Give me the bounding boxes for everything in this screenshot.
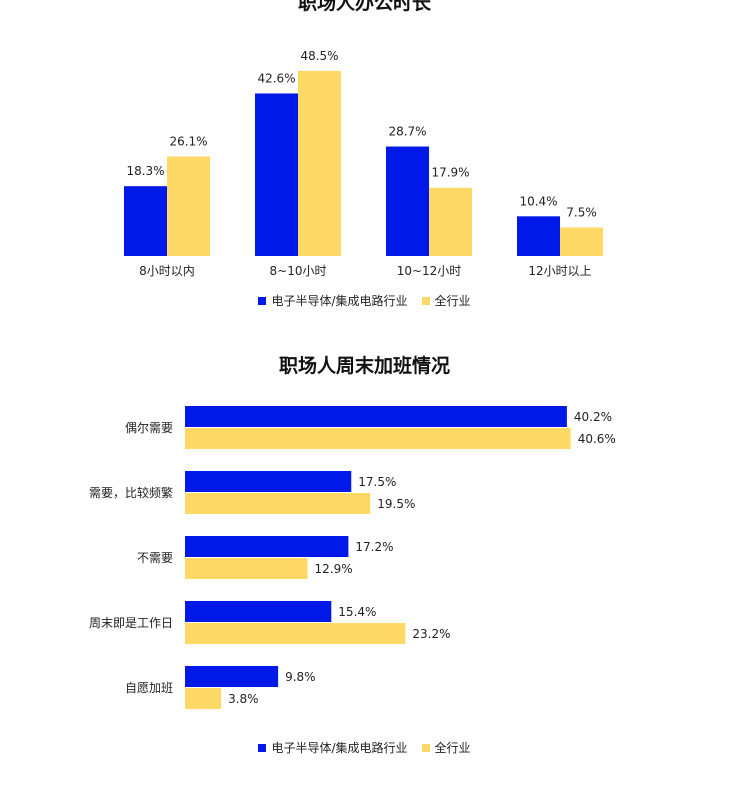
bar-all bbox=[185, 493, 371, 514]
category-label: 不需要 bbox=[137, 551, 173, 565]
bar-all bbox=[429, 187, 472, 256]
bar-electronics bbox=[386, 146, 429, 256]
data-label-electronics: 42.6% bbox=[257, 71, 295, 85]
legend-weekend-overtime: 电子半导体/集成电路行业 全行业 bbox=[0, 739, 729, 756]
legend-label-electronics: 电子半导体/集成电路行业 bbox=[271, 741, 408, 755]
legend-swatch-all bbox=[421, 296, 430, 305]
data-label-all: 7.5% bbox=[566, 205, 597, 219]
legend-item-electronics: 电子半导体/集成电路行业 bbox=[258, 292, 408, 309]
bar-electronics bbox=[517, 216, 560, 256]
chart-title-weekend-overtime: 职场人周末加班情况 bbox=[278, 355, 450, 377]
legend-swatch-all bbox=[421, 743, 430, 752]
work-hours-bar-chart: 18.3% 26.1% 8小时以内 42.6% 48.5% 8~10小时 28.7% 17.9… bbox=[124, 49, 603, 278]
data-label-all: 19.5% bbox=[377, 497, 415, 511]
data-label-electronics: 28.7% bbox=[388, 125, 426, 139]
category-label: 8~10小时 bbox=[270, 264, 327, 278]
legend-swatch-electronics bbox=[258, 743, 267, 752]
data-label-electronics: 17.5% bbox=[358, 475, 396, 489]
data-label-electronics: 9.8% bbox=[285, 670, 316, 684]
data-label-all: 3.8% bbox=[228, 692, 259, 706]
bar-electronics bbox=[185, 666, 279, 687]
data-label-electronics: 10.4% bbox=[519, 194, 557, 208]
bar-electronics bbox=[255, 93, 298, 256]
legend-item-electronics: 电子半导体/集成电路行业 bbox=[258, 739, 408, 756]
legend-work-hours: 电子半导体/集成电路行业 全行业 bbox=[0, 292, 729, 309]
data-label-electronics: 15.4% bbox=[338, 605, 376, 619]
bar-all bbox=[185, 623, 406, 644]
data-label-all: 26.1% bbox=[169, 134, 207, 148]
bar-all bbox=[298, 70, 341, 256]
chart-title-work-hours: 职场人办公时长 bbox=[297, 0, 431, 14]
bar-electronics bbox=[185, 601, 332, 622]
category-label: 10~12小时 bbox=[397, 264, 462, 278]
legend-label-all: 全行业 bbox=[434, 294, 471, 308]
data-label-electronics: 17.2% bbox=[355, 540, 393, 554]
data-label-electronics: 18.3% bbox=[126, 164, 164, 178]
category-label: 偶尔需要 bbox=[125, 420, 173, 435]
data-label-all: 23.2% bbox=[412, 627, 450, 641]
category-label: 12小时以上 bbox=[528, 264, 591, 278]
data-label-all: 17.9% bbox=[431, 166, 469, 180]
bar-electronics bbox=[185, 406, 567, 427]
bar-all bbox=[167, 156, 210, 256]
legend-label-electronics: 电子半导体/集成电路行业 bbox=[271, 294, 408, 308]
data-label-all: 48.5% bbox=[300, 49, 338, 63]
legend-label-all: 全行业 bbox=[434, 741, 471, 755]
legend-swatch-electronics bbox=[258, 296, 267, 305]
data-label-electronics: 40.2% bbox=[574, 410, 612, 424]
bar-all bbox=[185, 558, 308, 579]
data-label-all: 40.6% bbox=[578, 432, 616, 446]
category-label: 8小时以内 bbox=[139, 264, 195, 278]
category-label: 需要，比较频繁 bbox=[89, 485, 173, 500]
bar-all bbox=[185, 428, 571, 449]
bar-electronics bbox=[185, 471, 352, 492]
bar-electronics bbox=[124, 186, 167, 256]
category-label: 自愿加班 bbox=[125, 681, 173, 695]
category-label: 周末即是工作日 bbox=[89, 616, 173, 630]
data-label-all: 12.9% bbox=[315, 562, 353, 576]
legend-item-all: 全行业 bbox=[421, 292, 471, 309]
bar-all bbox=[185, 688, 222, 709]
legend-item-all: 全行业 bbox=[421, 739, 471, 756]
bar-electronics bbox=[185, 536, 349, 557]
bar-all bbox=[560, 227, 603, 256]
